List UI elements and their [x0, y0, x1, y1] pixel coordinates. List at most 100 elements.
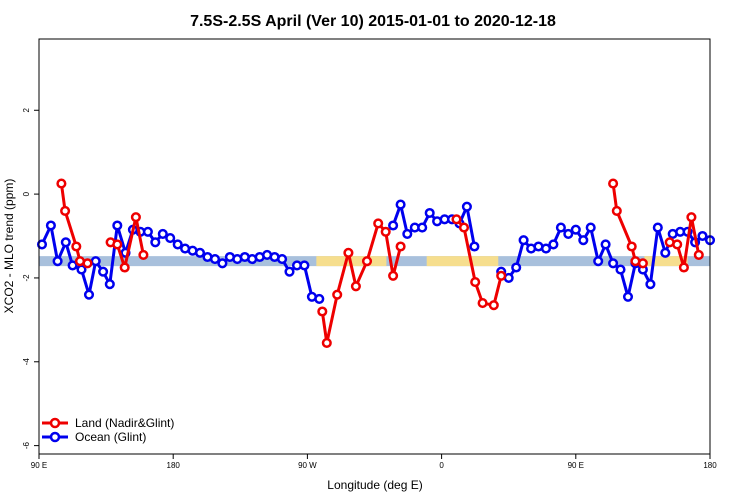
x-tick-label: 90 E [31, 461, 47, 470]
data-point [299, 260, 310, 271]
plot-frame [38, 38, 711, 455]
data-point [540, 243, 552, 254]
data-point [585, 222, 596, 233]
data-point [209, 254, 221, 265]
data-point [637, 258, 648, 269]
data-point [90, 256, 101, 267]
data-point [317, 306, 328, 317]
data-point [488, 300, 499, 311]
series-line [611, 183, 644, 265]
data-point [130, 212, 141, 223]
data-point [60, 237, 71, 248]
data-point [138, 249, 149, 260]
legend-marker-land [49, 417, 61, 429]
data-point [321, 337, 332, 348]
data-point [165, 233, 176, 244]
data-point [470, 277, 481, 288]
data-point [332, 289, 343, 300]
data-point [555, 222, 566, 233]
data-point [277, 254, 288, 265]
data-point [112, 239, 123, 250]
data-point [461, 201, 472, 212]
data-point [172, 239, 183, 250]
data-point [563, 228, 574, 239]
legend-label-land: Land (Nadir&Glint) [75, 416, 174, 430]
data-point [67, 260, 78, 271]
data-point [600, 239, 611, 250]
data-point [314, 293, 325, 304]
data-point [98, 266, 109, 277]
data-point [150, 237, 161, 248]
data-point [424, 207, 435, 219]
data-point [284, 266, 295, 277]
data-point [417, 222, 428, 233]
data-point [645, 279, 656, 290]
x-tick-label: 180 [703, 461, 717, 470]
data-point [36, 239, 48, 250]
series-layer [36, 178, 716, 348]
x-tick-label: 90 W [298, 461, 317, 470]
data-point [593, 256, 604, 267]
series-line [59, 183, 88, 265]
x-axis: 90 E 180 90 W 0 90 E 180 [31, 454, 717, 470]
data-point [611, 205, 622, 216]
data-point [548, 239, 559, 250]
chart-title: 7.5S-2.5S April (Ver 10) 2015-01-01 to 2… [190, 13, 556, 30]
data-point [217, 258, 228, 269]
data-point [477, 298, 488, 309]
data-point [511, 262, 522, 273]
y-tick-label: 0 [22, 191, 31, 196]
data-point [194, 247, 206, 258]
x-axis-label: Longitude (deg E) [327, 478, 422, 492]
data-point [119, 262, 130, 273]
data-point [56, 178, 67, 189]
data-point [388, 220, 399, 231]
data-point [388, 270, 399, 281]
data-point [395, 199, 406, 210]
data-point [518, 235, 529, 246]
data-point [451, 214, 462, 225]
legend-marker-ocean [49, 431, 61, 443]
y-tick-label: -4 [22, 358, 31, 366]
data-point [697, 230, 708, 242]
data-point [83, 289, 95, 300]
data-point [578, 235, 589, 246]
data-point [608, 258, 619, 269]
data-point [60, 205, 71, 216]
legend: Land (Nadir&Glint) Ocean (Glint) [42, 416, 174, 444]
data-point [373, 218, 384, 229]
data-point [112, 220, 123, 231]
data-point [142, 226, 153, 237]
data-point [678, 262, 689, 273]
data-point [104, 279, 115, 290]
data-point [570, 224, 581, 235]
series-line [320, 221, 403, 345]
x-tick-label: 180 [167, 461, 181, 470]
data-point [45, 220, 56, 231]
data-point [157, 228, 168, 239]
data-point [52, 256, 63, 267]
data-point [652, 222, 663, 233]
data-point [343, 247, 354, 258]
data-point [350, 281, 361, 292]
x-tick-label: 90 E [568, 461, 584, 470]
y-tick-label: -2 [22, 274, 31, 282]
data-point [380, 226, 391, 237]
data-point [615, 264, 626, 275]
y-tick-label: -6 [22, 442, 31, 450]
y-tick-label: 2 [22, 107, 31, 112]
data-point [622, 291, 634, 302]
data-point [71, 241, 82, 252]
data-point [626, 241, 637, 252]
data-point [82, 258, 93, 269]
data-point [608, 178, 619, 189]
y-axis: 2 0 -2 -4 -6 [22, 107, 39, 449]
data-point [660, 247, 671, 258]
x-tick-label: 0 [439, 461, 444, 470]
data-point [395, 241, 406, 252]
legend-label-ocean: Ocean (Glint) [75, 430, 146, 444]
data-point [693, 249, 704, 260]
data-point [686, 212, 697, 223]
y-axis-label: XCO2 - MLO trend (ppm) [2, 179, 16, 314]
